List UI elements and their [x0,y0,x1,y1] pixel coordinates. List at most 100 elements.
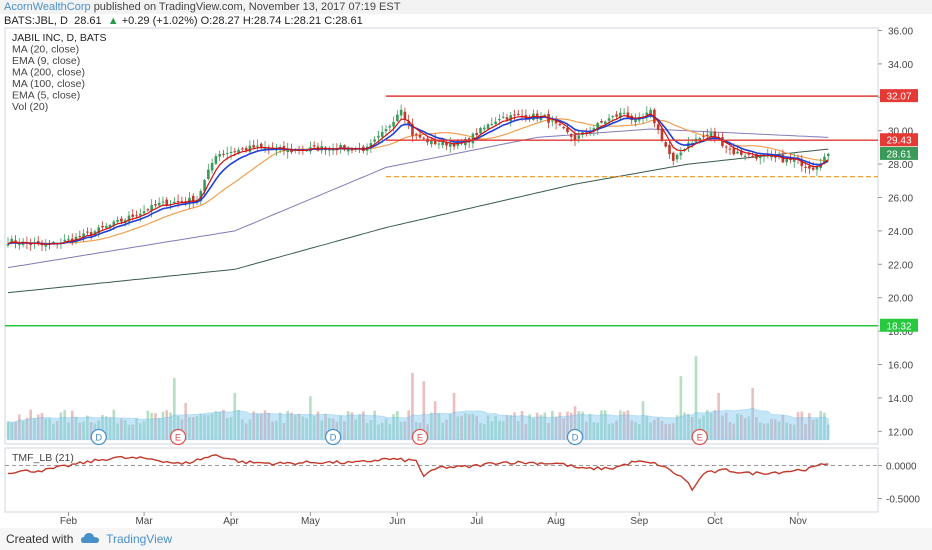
volume-bar [324,414,327,440]
candle-body [566,127,569,133]
candle-body [826,153,830,156]
chart-canvas[interactable]: 36.0034.0032.0030.0028.0026.0024.0022.00… [0,0,932,528]
candle [173,197,176,205]
candle [78,230,82,240]
volume-bar [501,421,505,440]
time-axis-label: Aug [547,516,565,527]
volume-bar [626,410,630,440]
candle-body [792,159,796,162]
volume-bar [169,412,172,440]
candle-body [86,231,89,233]
volume-bar [67,422,70,440]
ema5-line [7,113,829,245]
candle [679,147,683,161]
volume-bar [804,423,807,440]
volume-bar [709,413,713,440]
volume-bar [241,419,244,440]
volume-bar [634,421,637,440]
time-axis-label: Apr [223,516,239,527]
volume-bar [762,423,766,440]
candle [399,104,403,120]
volume-bar [188,417,191,440]
candle-body [233,151,237,153]
tradingview-brand[interactable]: TradingView [106,532,173,546]
candle-body [445,142,448,146]
volume-bar [528,414,531,440]
volume-bar [426,424,429,440]
ma200-line [7,148,829,294]
candle-body [207,169,210,180]
candle-body [505,117,509,120]
volume-bar [717,392,720,440]
candle-body [664,142,668,147]
volume-bar [509,415,513,440]
candle [792,153,796,168]
candle [403,107,407,126]
candle [222,149,225,158]
volume-bar [619,410,622,440]
candle-body [411,124,414,136]
candle-body [256,145,259,147]
volume-bar [225,418,229,440]
volume-bar [766,423,770,440]
volume-bar [48,418,51,440]
volume-bar [312,416,316,440]
volume-bar [399,422,403,440]
candle-body [104,226,108,228]
candle-body [414,133,418,135]
candle-body [668,144,671,155]
candle-body [63,239,66,242]
candle-body [331,149,335,151]
candle-body [70,238,74,242]
low-value: L:28.21 [284,15,322,27]
volume-bar [721,415,724,440]
candle-body [373,139,376,142]
candle [218,150,221,162]
author-link[interactable]: AcornWealthCorp [4,1,91,13]
candle-body [173,201,176,204]
candle-body [120,218,123,222]
level-price-label: 18.32 [886,321,911,332]
time-axis-label: Jul [470,516,483,527]
volume-bar [713,410,717,440]
candle-body [808,166,811,169]
volume-bar [275,421,278,440]
candle [736,146,739,155]
candle-body [135,215,138,217]
candle-body [679,152,683,156]
volume-bar [116,423,119,440]
volume-bar [789,423,792,440]
candle [482,124,486,133]
symbol-label: BATS:JBL, D [4,15,68,27]
publish-info: published on TradingView.com, November 1… [93,1,401,13]
candle-body [430,140,433,145]
volume-bar [180,419,184,440]
volume-bar [460,415,463,440]
candle-body [101,225,104,228]
volume-bar [664,423,668,440]
candle-body [399,109,403,116]
candle-body [823,156,826,164]
volume-bar [278,412,282,440]
volume-bar [588,413,592,440]
volume-bar [740,414,743,440]
candle-body [592,128,596,131]
candle-body [433,138,437,145]
candle [411,118,414,142]
candle [388,124,392,132]
candle-body [755,154,758,159]
candle [551,115,554,127]
osc-tick-label: 0.0000 [886,462,917,473]
candle-body [18,244,21,246]
time-axis-label: Feb [60,516,78,527]
dividend-marker [324,428,342,446]
volume-bar [777,421,781,440]
candle-body [44,244,48,247]
candle-body [706,134,709,136]
volume-bar [422,381,426,440]
price-levels: 32.07 29.43 18.32 [5,89,918,332]
candle [146,208,150,212]
volume-bar [430,412,433,440]
volume-bar [524,423,528,440]
